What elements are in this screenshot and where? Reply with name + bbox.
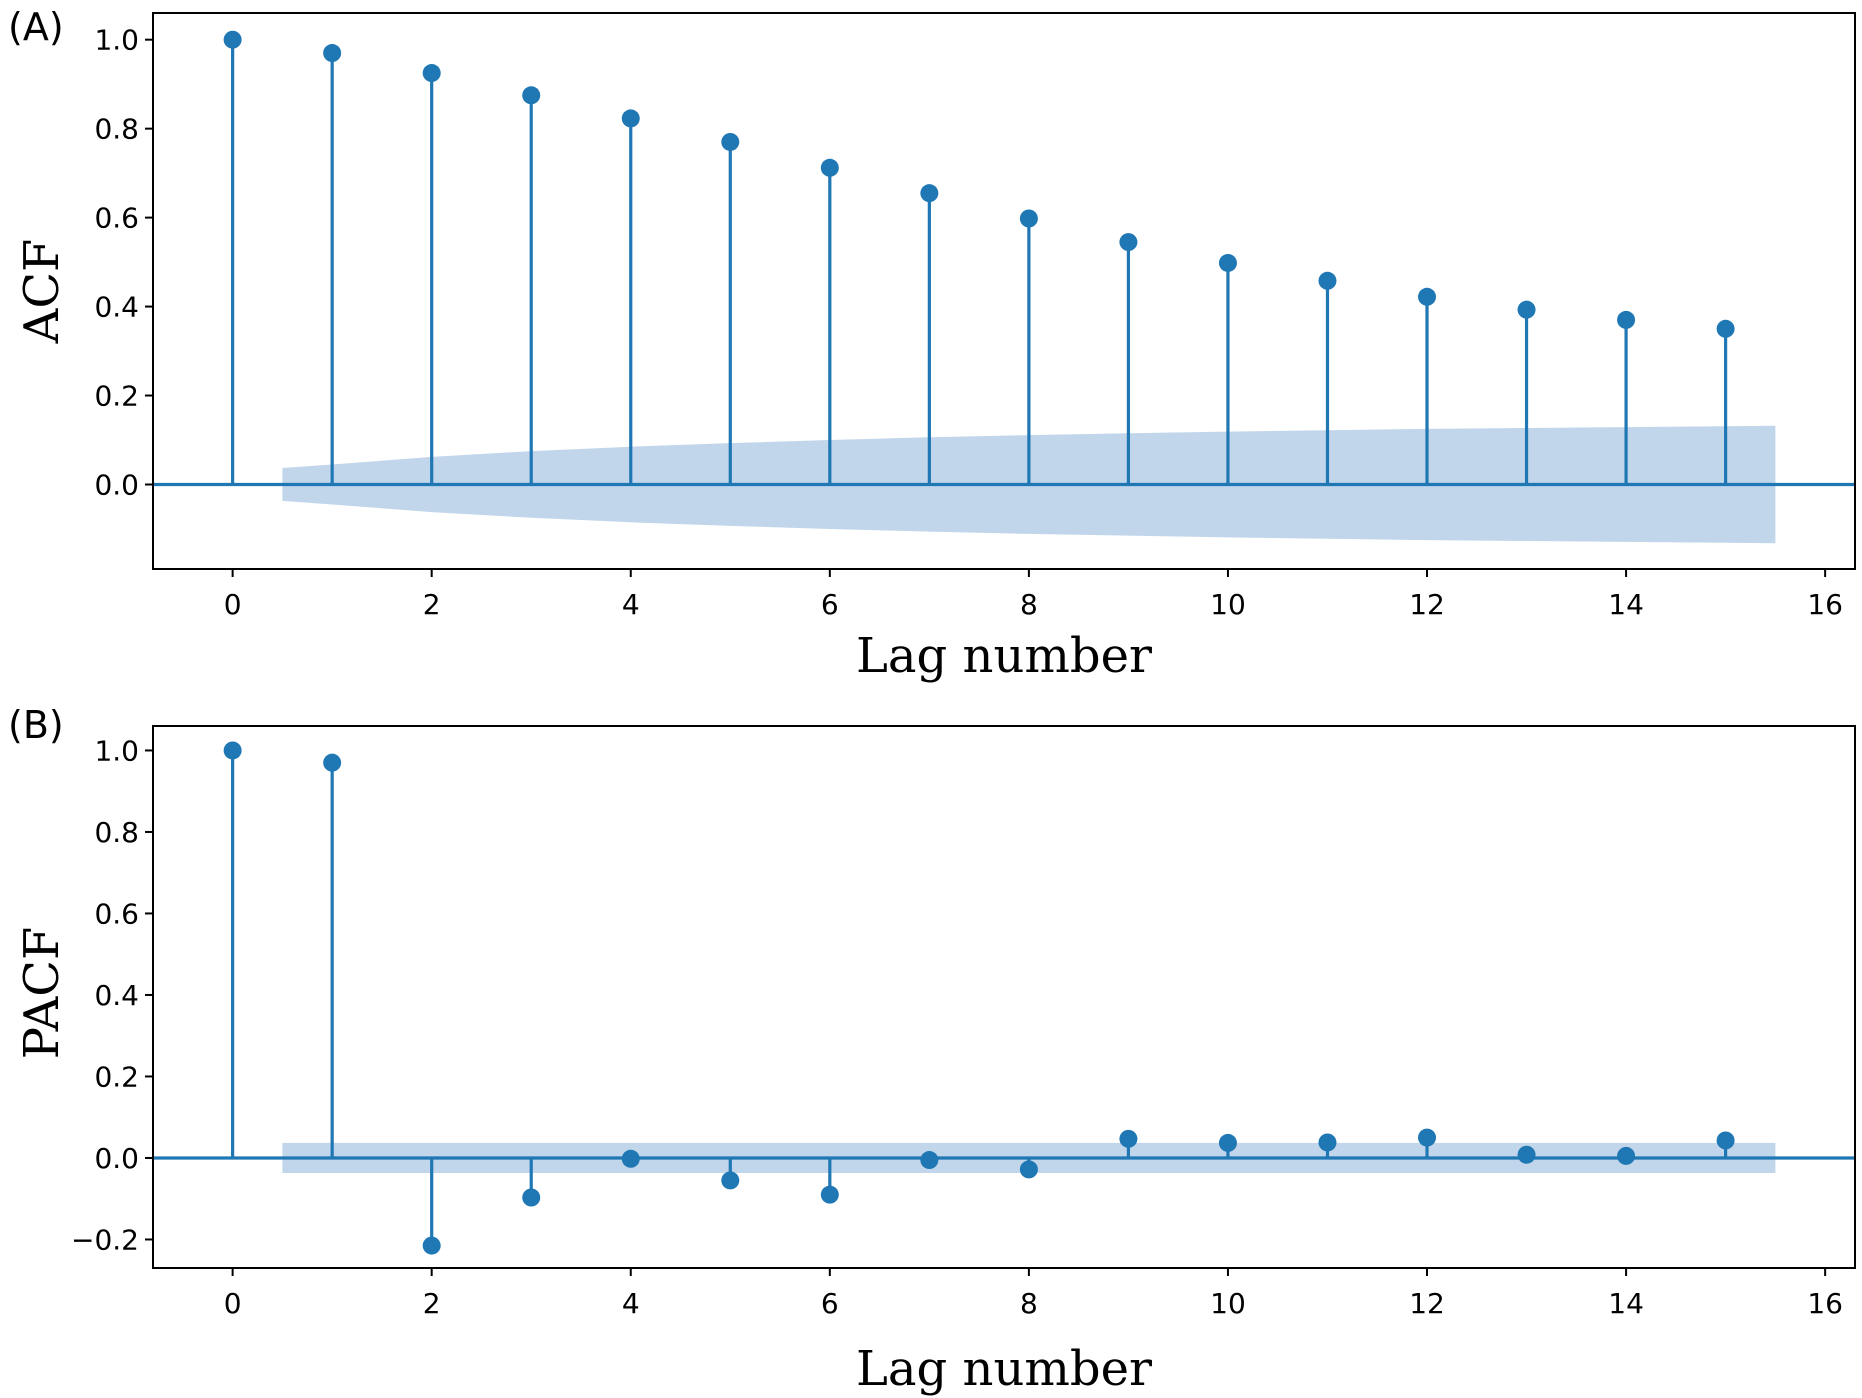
pacf-x-tick-label: 4 — [622, 1287, 640, 1320]
pacf-x-tick-label: 10 — [1210, 1287, 1246, 1320]
acf-marker-lag-15 — [1716, 319, 1735, 338]
pacf-marker-lag-2 — [422, 1236, 441, 1255]
acf-marker-lag-0 — [223, 30, 242, 49]
pacf-x-tick-label: 0 — [224, 1287, 242, 1320]
pacf-y-tick-label: 1.0 — [94, 734, 139, 767]
pacf-y-axis-title: PACF — [14, 927, 70, 1060]
acf-marker-lag-14 — [1617, 310, 1636, 329]
pacf-marker-lag-11 — [1318, 1133, 1337, 1152]
pacf-x-tick-label: 6 — [821, 1287, 839, 1320]
acf-x-tick-label: 4 — [622, 588, 640, 621]
acf-marker-lag-12 — [1418, 287, 1437, 306]
acf-y-tick-label: 0.2 — [94, 380, 139, 413]
acf-x-tick-label: 16 — [1807, 588, 1843, 621]
acf-marker-lag-7 — [920, 184, 939, 203]
acf-x-tick-label: 2 — [423, 588, 441, 621]
acf-y-tick-label: 0.8 — [94, 113, 139, 146]
pacf-marker-lag-13 — [1517, 1145, 1536, 1164]
acf-marker-lag-6 — [820, 158, 839, 177]
acf-y-tick-label: 0.4 — [94, 291, 139, 324]
pacf-marker-lag-12 — [1418, 1128, 1437, 1147]
acf-panel: (A) 0 2 4 6 8 10 12 14 16 0.0 0.2 0.4 0.6 0.8 1.0 Lag… — [8, 5, 1856, 684]
acf-y-tick-label: 0.0 — [94, 468, 139, 501]
acf-marker-lag-13 — [1517, 300, 1536, 319]
pacf-x-tick-label: 16 — [1807, 1287, 1843, 1320]
acf-marker-lag-9 — [1119, 233, 1138, 252]
pacf-marker-lag-8 — [1019, 1160, 1038, 1179]
acf-y-tick-label: 0.6 — [94, 202, 139, 235]
acf-marker-lag-5 — [721, 132, 740, 151]
pacf-y-tick-label: 0.8 — [94, 816, 139, 849]
pacf-x-axis-title: Lag number — [856, 1341, 1152, 1397]
pacf-marker-lag-7 — [920, 1151, 939, 1170]
acf-x-axis-title: Lag number — [856, 628, 1152, 684]
pacf-y-tick-label: 0.2 — [94, 1060, 139, 1093]
acf-y-axis-title: ACF — [14, 239, 70, 345]
pacf-marker-lag-1 — [323, 753, 342, 772]
pacf-x-tick-label: 8 — [1020, 1287, 1038, 1320]
acf-x-tick-label: 8 — [1020, 588, 1038, 621]
pacf-y-tick-label: −0.2 — [71, 1223, 139, 1256]
pacf-marker-lag-3 — [522, 1188, 541, 1207]
acf-marker-lag-1 — [323, 44, 342, 63]
acf-x-tick-label: 10 — [1210, 588, 1246, 621]
pacf-marker-lag-15 — [1716, 1131, 1735, 1150]
acf-marker-lag-8 — [1019, 209, 1038, 228]
pacf-y-tick-label: 0.4 — [94, 979, 139, 1012]
pacf-marker-lag-5 — [721, 1171, 740, 1190]
panel-b-label: (B) — [8, 703, 64, 747]
acf-x-tick-label: 14 — [1608, 588, 1644, 621]
acf-y-tick-label: 1.0 — [94, 24, 139, 57]
acf-marker-lag-4 — [621, 109, 640, 128]
acf-marker-lag-3 — [522, 86, 541, 105]
acf-marker-lag-11 — [1318, 271, 1337, 290]
acf-x-tick-label: 0 — [224, 588, 242, 621]
panel-a-label: (A) — [8, 5, 64, 49]
acf-marker-lag-10 — [1218, 253, 1237, 272]
pacf-marker-lag-14 — [1617, 1146, 1636, 1165]
pacf-x-tick-label: 2 — [423, 1287, 441, 1320]
pacf-marker-lag-10 — [1218, 1133, 1237, 1152]
pacf-marker-lag-6 — [820, 1185, 839, 1204]
acf-marker-lag-2 — [422, 64, 441, 83]
pacf-y-tick-label: 0.6 — [94, 897, 139, 930]
acf-x-tick-label: 12 — [1409, 588, 1445, 621]
pacf-x-tick-label: 14 — [1608, 1287, 1644, 1320]
pacf-x-tick-label: 12 — [1409, 1287, 1445, 1320]
pacf-marker-lag-0 — [223, 741, 242, 760]
pacf-marker-lag-9 — [1119, 1129, 1138, 1148]
pacf-y-tick-label: 0.0 — [94, 1142, 139, 1175]
acf-plot-frame — [152, 12, 1856, 570]
pacf-plot-frame — [152, 725, 1856, 1269]
pacf-panel: (B) 0 2 4 6 8 10 12 14 16 −0.2 0.0 0.2 0.4 0.6 0.8 1.0… — [8, 703, 1856, 1397]
acf-x-tick-label: 6 — [821, 588, 839, 621]
